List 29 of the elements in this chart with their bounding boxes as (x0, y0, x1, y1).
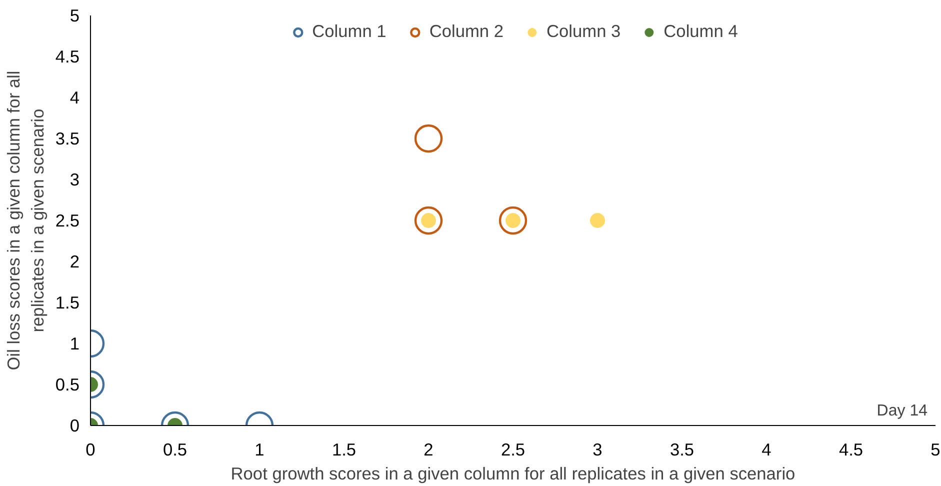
annotation: Day 14 (876, 402, 928, 420)
x-tick-label: 3 (592, 440, 602, 460)
x-tick-label: 3.5 (670, 440, 694, 460)
y-tick-label: 4.5 (55, 46, 80, 66)
x-tick-label: 4 (762, 440, 772, 460)
y-axis-title: Oil loss scores in a given column for all replicates in a given scenario (3, 70, 48, 370)
y-tick-label: 3.5 (55, 128, 80, 148)
y-tick-label: 2 (70, 252, 80, 272)
y-tick-label: 3 (70, 170, 80, 190)
y-tick-label: 0 (70, 416, 80, 436)
legend-label: Column 1 (312, 21, 386, 42)
y-tick-label: 5 (70, 6, 80, 26)
y-tick-label: 2.5 (55, 210, 80, 230)
x-tick-label: 1.5 (332, 440, 356, 460)
x-tick-label: 1 (254, 440, 264, 460)
x-tick-label: 5 (930, 440, 940, 460)
y-tick-label: 4 (70, 88, 80, 108)
legend-label: Column 2 (429, 21, 504, 42)
x-tick-label: 0 (86, 440, 96, 460)
x-tick-label: 4.5 (838, 440, 864, 460)
y-tick-label: 1.5 (55, 292, 80, 312)
x-tick-label: 2.5 (500, 440, 526, 460)
x-axis-title: Root growth scores in a given column for all replicates in a given scenario (230, 464, 796, 484)
legend-label: Column 3 (546, 21, 621, 42)
y-tick-label: 0.5 (55, 374, 80, 394)
legend-label: Column 4 (664, 21, 738, 42)
x-tick-label: 0.5 (162, 440, 188, 460)
x-tick-label: 2 (424, 440, 434, 460)
y-tick-label: 1 (70, 334, 80, 354)
